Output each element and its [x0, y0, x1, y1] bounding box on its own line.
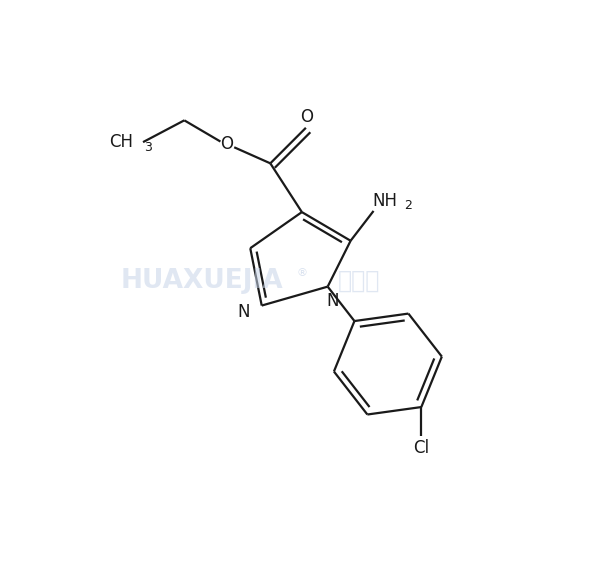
Text: Cl: Cl — [413, 439, 429, 457]
Text: NH: NH — [373, 192, 398, 210]
Text: N: N — [326, 292, 338, 310]
Text: 2: 2 — [404, 199, 412, 212]
Text: O: O — [301, 108, 313, 126]
Text: N: N — [237, 303, 249, 321]
Text: CH: CH — [109, 133, 133, 151]
Text: ®: ® — [297, 269, 307, 278]
Text: O: O — [220, 135, 233, 153]
Text: 3: 3 — [144, 141, 151, 155]
Text: HUAXUEJIA: HUAXUEJIA — [120, 268, 283, 294]
Text: 化学加: 化学加 — [338, 269, 380, 293]
